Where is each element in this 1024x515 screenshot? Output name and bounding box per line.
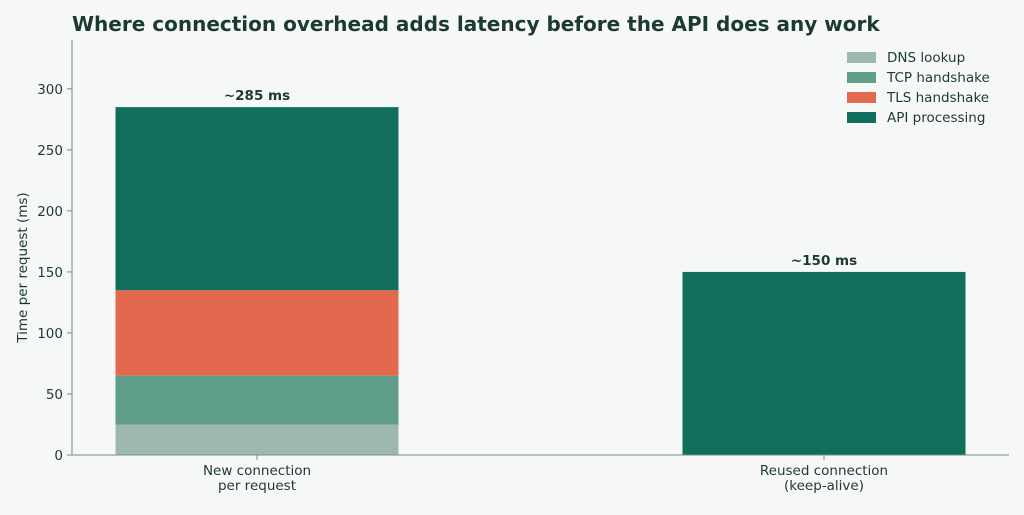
y-tick-label: 300 [37, 82, 63, 98]
bar-segment-api-processing [682, 271, 966, 455]
legend-swatch [847, 52, 876, 63]
legend-swatch [847, 112, 876, 123]
legend-swatch [847, 72, 876, 83]
bar-segment-tls-handshake [115, 290, 399, 376]
y-tick-label: 0 [54, 448, 63, 464]
legend-label: DNS lookup [887, 50, 965, 66]
y-axis-label: Time per request (ms) [15, 192, 31, 343]
bar-total-label: ~150 ms [791, 253, 857, 269]
legend-label: API processing [887, 110, 985, 126]
y-tick-label: 150 [37, 265, 63, 281]
y-tick-label: 250 [37, 143, 63, 159]
chart-title: Where connection overhead adds latency b… [72, 12, 880, 36]
bar-total-label: ~285 ms [224, 88, 290, 104]
x-tick-label: (keep-alive) [784, 478, 864, 494]
legend-label: TLS handshake [886, 90, 989, 106]
bar-segment-tcp-handshake [115, 375, 399, 425]
x-tick-label: per request [218, 478, 296, 494]
bar-segment-dns-lookup [115, 424, 399, 455]
x-tick-label: Reused connection [760, 463, 888, 479]
y-tick-label: 200 [37, 204, 63, 220]
x-tick-label: New connection [203, 463, 311, 479]
y-tick-label: 100 [37, 326, 63, 342]
legend-swatch [847, 92, 876, 103]
bar-segment-api-processing [115, 107, 399, 291]
legend-label: TCP handshake [886, 70, 990, 86]
y-tick-label: 50 [46, 387, 63, 403]
